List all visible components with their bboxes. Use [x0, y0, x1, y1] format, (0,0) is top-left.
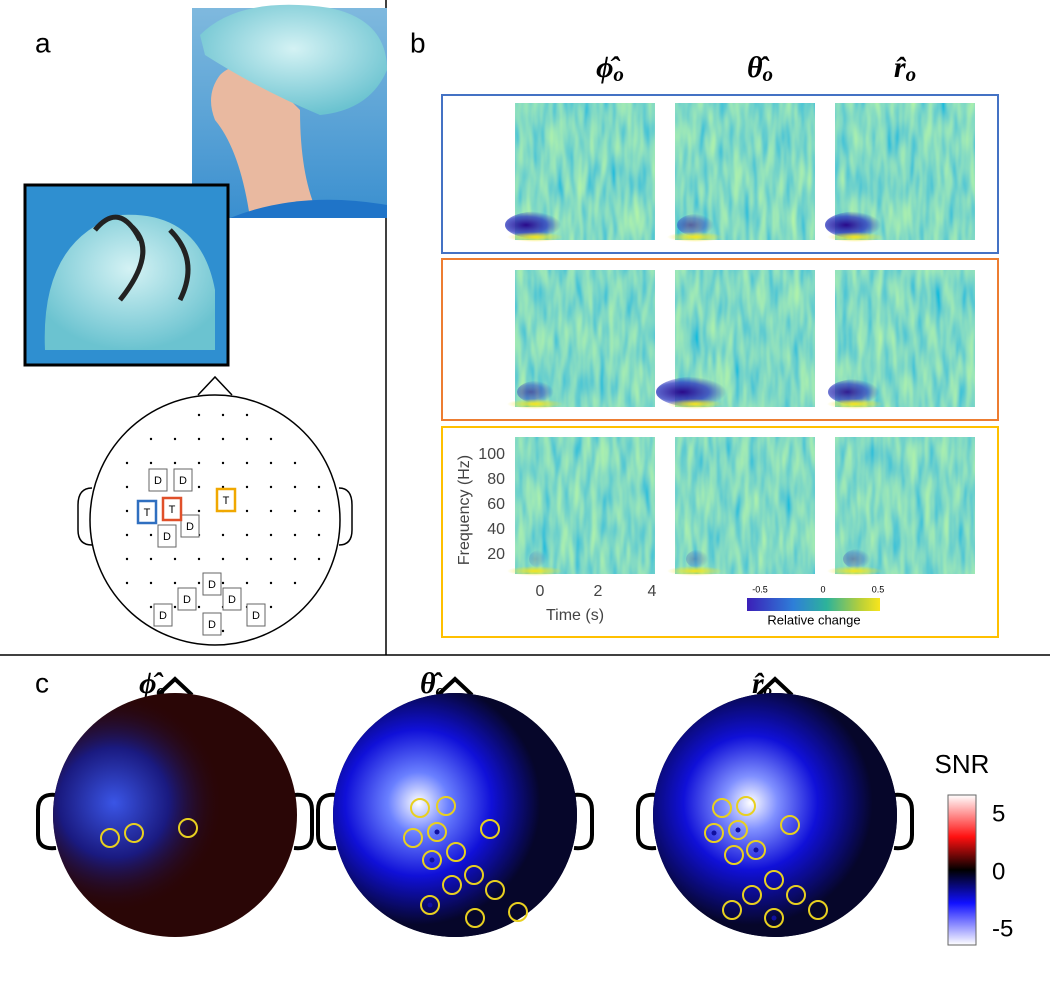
head-montage — [77, 375, 353, 646]
detector: D — [173, 468, 193, 492]
spectrogram — [507, 270, 655, 409]
spectrogram — [505, 103, 655, 242]
detector: D — [180, 514, 200, 538]
y-tick-label: 60 — [487, 496, 505, 513]
colorbar — [747, 598, 880, 611]
source: T — [215, 487, 237, 513]
row-frame — [441, 94, 999, 254]
y-tick-label: 80 — [487, 471, 505, 488]
topomap — [36, 676, 314, 937]
symbol: r̂ — [894, 51, 906, 84]
detector-label: D — [163, 531, 171, 543]
panel-label: c — [35, 667, 49, 698]
spectrogram — [667, 103, 815, 242]
detector: D — [246, 603, 266, 627]
x-axis-label: Time (s) — [546, 607, 604, 624]
colorbar-tick-label: -5 — [992, 915, 1013, 942]
detector-label: D — [252, 610, 260, 622]
detector: D — [177, 587, 197, 611]
subscript: o — [613, 62, 624, 86]
colorbar-tick-label: 0 — [992, 858, 1005, 885]
colorbar-tick-label: 0.5 — [872, 584, 885, 594]
subscript: o — [763, 62, 774, 86]
spectrogram — [827, 270, 975, 409]
spectrogram — [667, 437, 815, 576]
y-tick-label: 100 — [478, 446, 505, 463]
y-tick-label: 20 — [487, 546, 505, 563]
source-label: T — [223, 495, 230, 507]
detector: D — [202, 572, 222, 596]
colorbar-tick-label: -0.5 — [752, 584, 768, 594]
row-frame — [441, 258, 999, 421]
row-frame — [441, 426, 999, 638]
spectrogram — [825, 103, 975, 242]
colorbar-label: SNR — [935, 749, 990, 779]
panel-label: a — [35, 27, 51, 58]
detector-label: D — [208, 579, 216, 591]
detector-label: D — [228, 594, 236, 606]
x-tick-label: 4 — [648, 583, 657, 600]
y-axis-label: Frequency (Hz) — [456, 455, 473, 565]
colorbar — [947, 794, 977, 946]
spectrogram — [827, 437, 975, 576]
detector-label: D — [159, 610, 167, 622]
column-header: θ̂o — [747, 51, 773, 86]
spectrogram — [656, 270, 815, 409]
detector-label: D — [208, 619, 216, 631]
detector: D — [202, 612, 222, 636]
colorbar-tick-label: 5 — [992, 800, 1005, 827]
colorbar-tick-label: 0 — [820, 584, 825, 594]
subscript: o — [764, 681, 772, 700]
source-label: T — [144, 507, 151, 519]
detector: D — [157, 524, 177, 548]
y-tick-label: 40 — [487, 521, 505, 538]
photo-child — [192, 4, 387, 218]
subscript: o — [906, 62, 917, 86]
column-header: r̂o — [894, 51, 916, 86]
spectrogram — [507, 437, 655, 576]
detector-label: D — [179, 475, 187, 487]
column-header: ϕ̂o — [596, 51, 624, 86]
x-tick-label: 0 — [536, 583, 545, 600]
topomap — [316, 676, 594, 937]
source: T — [161, 496, 183, 522]
detector: D — [153, 603, 173, 627]
panel-label: b — [410, 27, 426, 58]
source: T — [136, 499, 158, 525]
photo-cap — [23, 183, 230, 367]
detector-label: D — [154, 475, 162, 487]
topomap — [636, 676, 914, 937]
detector: D — [222, 587, 242, 611]
detector-label: D — [183, 594, 191, 606]
source-label: T — [169, 504, 176, 516]
detector: D — [148, 468, 168, 492]
subscript: o — [436, 681, 444, 700]
colorbar-label: Relative change — [767, 612, 860, 627]
detector-label: D — [186, 521, 194, 533]
x-tick-label: 2 — [594, 583, 603, 600]
